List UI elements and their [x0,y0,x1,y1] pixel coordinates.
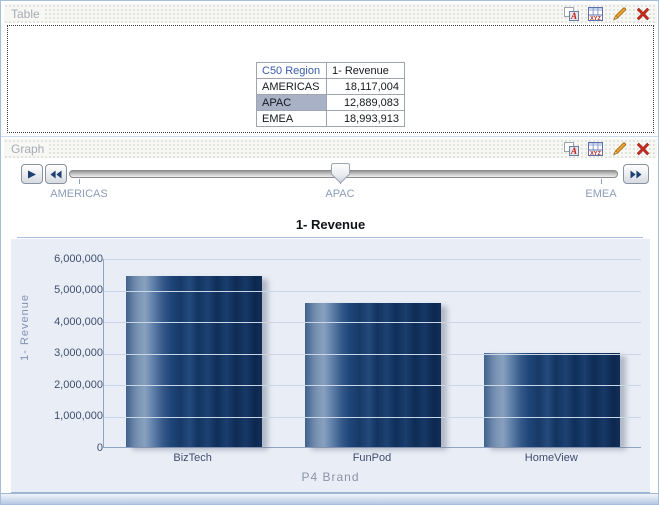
x-axis-category-label[interactable]: BizTech [173,452,212,464]
slider-previous-button[interactable] [45,164,67,184]
analyze-icon[interactable]: A [562,5,580,22]
table-row: APAC 12,889,083 [256,94,405,111]
slider-tick [79,179,80,184]
x-axis-category-label[interactable]: HomeView [524,452,578,464]
y-axis-tick-label: 0 [96,441,103,454]
table-panel-toolbar: A XYZ [562,5,657,22]
table-row: EMEA 18,993,913 [256,110,405,127]
table-panel-title: Table [4,6,44,21]
gridline [104,290,641,292]
y-axis-tick-label: 2,000,000 [54,378,103,391]
format-icon[interactable]: XYZ [586,140,604,157]
edit-icon[interactable] [610,140,628,157]
analyze-icon[interactable]: A [562,140,580,157]
slider-play-button[interactable] [21,164,43,184]
bars-row [104,259,641,447]
format-icon[interactable]: XYZ [586,5,604,22]
revenue-cell: 18,993,913 [326,110,405,127]
y-axis-tick-label: 4,000,000 [54,315,103,328]
graph-panel-toolbar: A XYZ [562,140,657,157]
column-header-revenue[interactable]: 1- Revenue [326,62,405,79]
plot-area [103,259,641,448]
table-header-row: C50 Region 1- Revenue [256,62,405,79]
slider-next-button[interactable] [623,164,649,184]
slider-label-americas[interactable]: AMERICAS [50,188,108,200]
table-row: AMERICAS 18,117,004 [256,78,405,95]
x-axis-labels: BizTech FunPod HomeView [103,452,641,464]
bar-cell [283,259,462,447]
slider-label-emea[interactable]: EMEA [585,188,617,200]
gridline [104,385,641,386]
svg-text:XYZ: XYZ [590,15,601,21]
svg-text:A: A [569,11,576,21]
bar-homeview[interactable] [483,353,620,447]
bar-cell [104,259,283,447]
gridline [104,322,641,323]
edit-icon[interactable] [610,5,628,22]
x-axis-title: P4 Brand [301,470,360,484]
chart-title-separator [17,237,643,238]
y-axis-tick-label: 5,000,000 [54,284,103,296]
graph-panel-titlebar: Graph A XYZ [4,139,657,158]
y-axis-tick-label: 1,000,000 [54,410,103,422]
graph-panel-title: Graph [4,141,49,156]
revenue-cell: 18,117,004 [326,78,405,95]
table-view-container: C50 Region 1- Revenue AMERICAS 18,117,00… [7,25,654,133]
gridline [104,416,641,418]
chart-title: 1- Revenue [295,217,366,232]
slider-tick [601,179,602,184]
slider-thumb[interactable] [329,162,352,190]
region-cell[interactable]: EMEA [256,110,327,127]
svg-text:XYZ: XYZ [590,150,601,156]
bar-biztech[interactable] [125,276,262,447]
y-axis-tick-label: 6,000,000 [54,252,103,265]
revenue-cell: 12,889,083 [326,94,405,111]
y-axis-tick-label: 3,000,000 [54,347,103,359]
gridline [104,353,641,355]
column-header-region[interactable]: C50 Region [256,62,327,79]
slider-label-apac[interactable]: APAC [325,188,355,200]
delete-icon[interactable] [634,5,652,22]
bar-funpod[interactable] [304,303,441,447]
x-axis-category-label[interactable]: FunPod [352,452,392,464]
bar-cell [462,259,641,447]
svg-text:A: A [569,146,576,156]
window-bottom-band [1,493,658,504]
region-revenue-table: C50 Region 1- Revenue AMERICAS 18,117,00… [256,62,405,127]
table-panel-titlebar: Table A XYZ [4,4,657,23]
chart-area: 1- Revenue 0 1,000,000 2,000,000 3,000,000 4… [11,239,650,493]
gridline [104,259,641,260]
delete-icon[interactable] [634,140,652,157]
region-cell[interactable]: APAC [256,94,327,111]
panel-divider [1,136,658,137]
region-cell[interactable]: AMERICAS [256,78,327,95]
